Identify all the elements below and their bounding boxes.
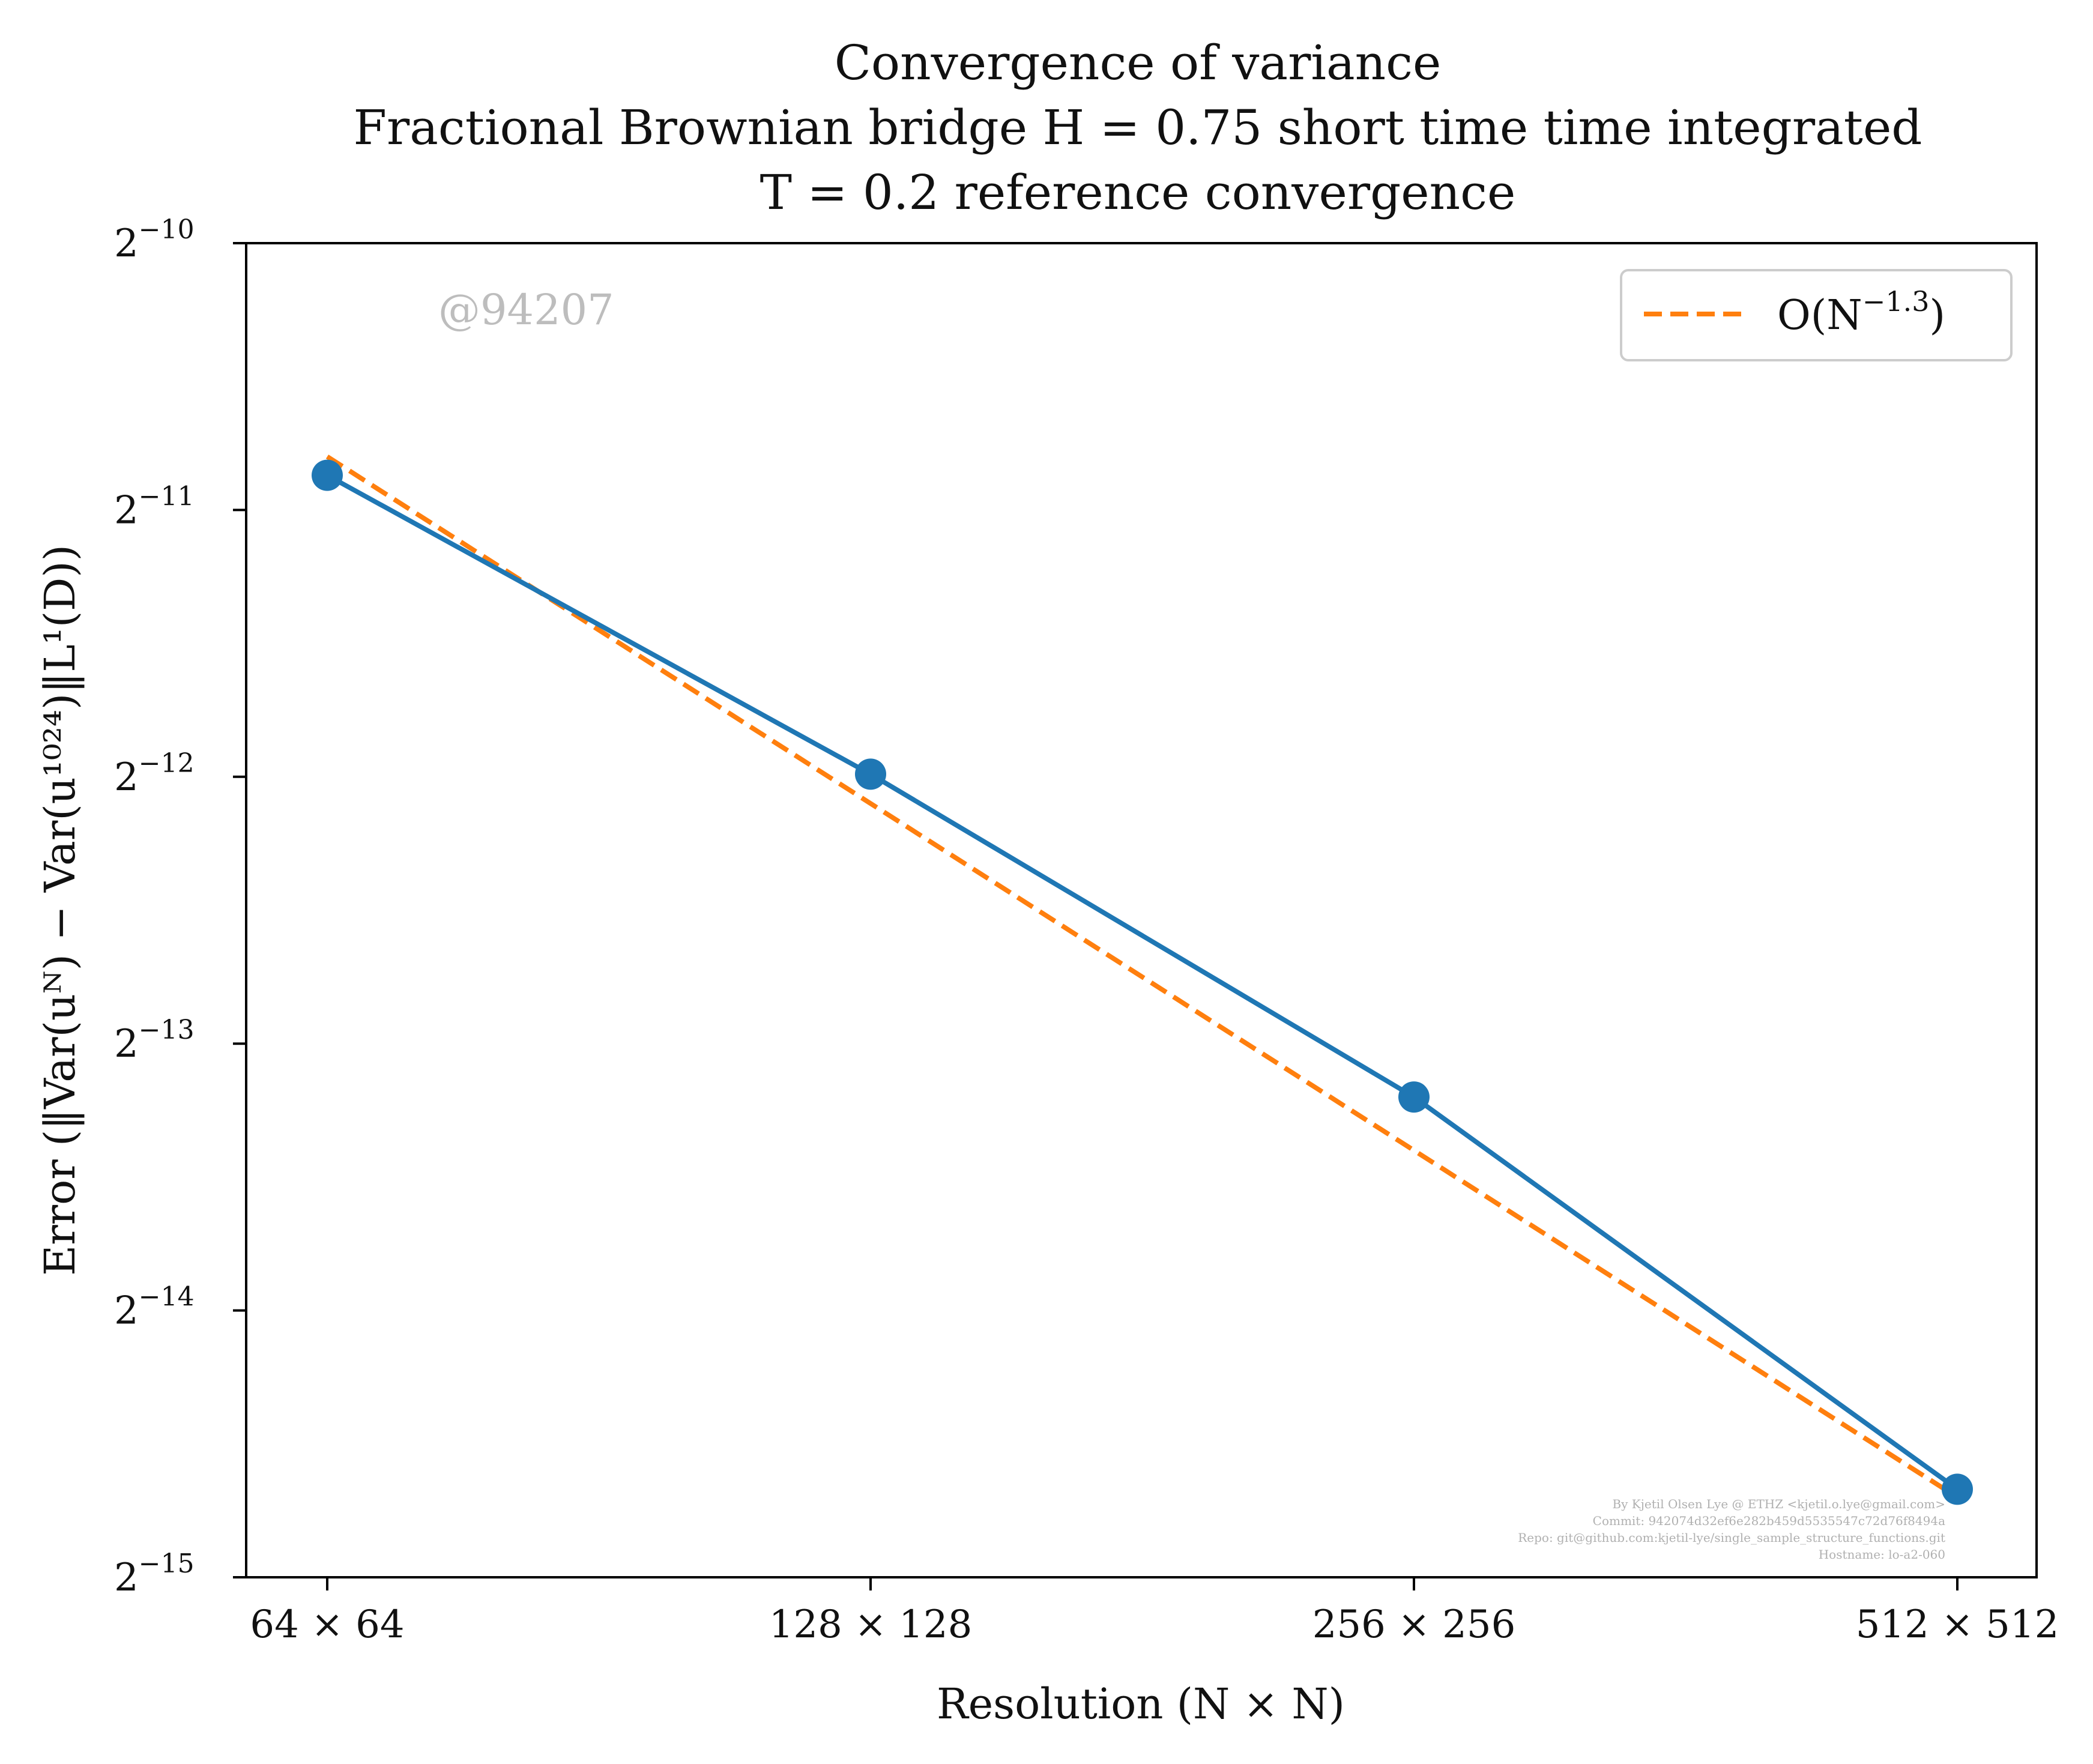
legend-label-reference: O(N−1.3) (1777, 285, 1945, 339)
x-tick-label: 512 × 512 (1856, 1602, 2059, 1647)
legend-label-end: ) (1929, 292, 1945, 339)
y-tick-label: 2−11 (114, 481, 195, 533)
y-tick-base: 2 (114, 1556, 139, 1600)
x-axis-label: Resolution (N × N) (937, 1679, 1345, 1729)
legend-label-exponent: −1.3 (1862, 285, 1930, 318)
series-error-line (326, 473, 1959, 1491)
x-tick-label: 64 × 64 (250, 1602, 404, 1647)
y-axis-label: Error (‖Var(uᴺ) − Var(u¹⁰²⁴)‖L¹(D)) (35, 545, 85, 1276)
plot-area (245, 242, 2038, 1578)
y-tick-exponent: −10 (139, 214, 195, 245)
y-tick-label: 2−15 (114, 1548, 195, 1600)
y-tick-base: 2 (114, 1289, 139, 1334)
y-tick-base: 2 (114, 755, 139, 800)
y-tick-label: 2−14 (114, 1282, 195, 1334)
credits: By Kjetil Olsen Lye @ ETHZ <kjetil.o.lye… (1518, 1497, 1945, 1562)
series-error-marker (1398, 1081, 1430, 1113)
y-tick-exponent: −11 (139, 481, 195, 512)
x-tick-label: 256 × 256 (1312, 1602, 1516, 1647)
y-tick-base: 2 (114, 1022, 139, 1066)
credits-line-2: Commit: 942074d32ef6e282b459d5535547c72d… (1593, 1514, 1945, 1528)
series-layer (312, 455, 1973, 1505)
legend: O(N−1.3) (1620, 269, 2013, 361)
credits-line-4: Hostname: lo-a2-060 (1819, 1547, 1945, 1562)
credits-line-3: Repo: git@github.com:kjetil-lye/single_s… (1518, 1530, 1945, 1545)
chart-title-line-2: Fractional Brownian bridge H = 0.75 shor… (353, 100, 1922, 156)
y-tick-exponent: −15 (139, 1548, 195, 1579)
legend-box (1620, 269, 2013, 361)
credits-line-1: By Kjetil Olsen Lye @ ETHZ <kjetil.o.lye… (1612, 1497, 1945, 1511)
y-axis-ticks: 2−102−112−122−132−142−15 (114, 214, 246, 1600)
series-error-marker (312, 459, 343, 491)
y-tick-exponent: −12 (139, 748, 195, 779)
y-tick-label: 2−12 (114, 748, 195, 800)
y-tick-label: 2−10 (114, 214, 195, 266)
chart-title-line-3: T = 0.2 reference convergence (760, 165, 1516, 220)
y-tick-exponent: −13 (139, 1015, 195, 1045)
y-tick-base: 2 (114, 488, 139, 533)
x-axis-ticks: 64 × 64 128 × 128 256 × 256 512 × 512 (250, 1577, 2059, 1647)
y-tick-base: 2 (114, 222, 139, 266)
series-error-marker (855, 758, 886, 790)
series-error-marker (1942, 1473, 1973, 1505)
watermark: @94207 (438, 285, 614, 334)
series-reference-line (325, 455, 1959, 1500)
x-tick-label: 128 × 128 (769, 1602, 973, 1647)
chart-title-line-1: Convergence of variance (835, 35, 1442, 91)
y-tick-label: 2−13 (114, 1015, 195, 1066)
legend-label-main: O(N (1777, 292, 1862, 339)
y-tick-exponent: −14 (139, 1282, 195, 1312)
